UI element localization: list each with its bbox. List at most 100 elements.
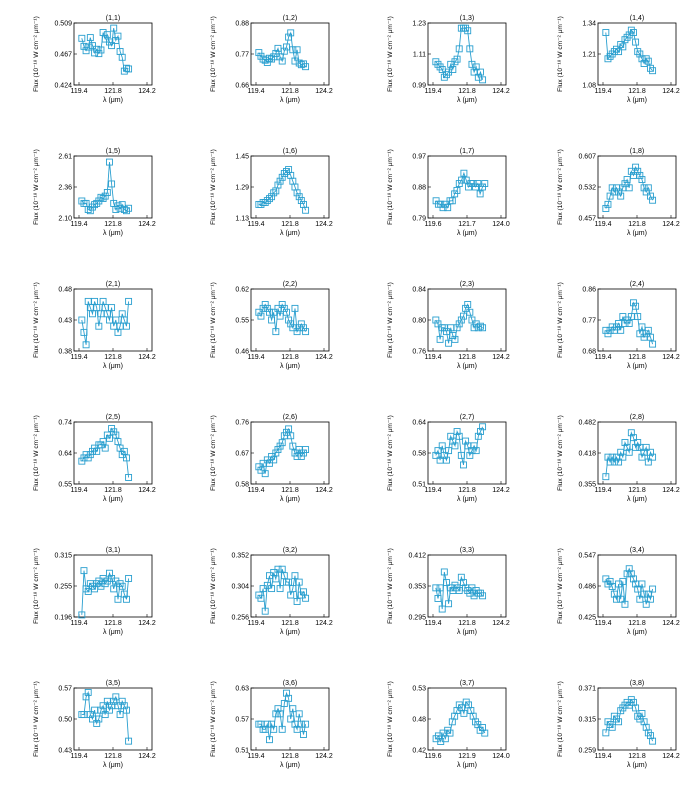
- axes-frame: [250, 288, 330, 352]
- data-point-marker: [272, 575, 280, 583]
- y-tick-label: 0.57: [235, 716, 249, 723]
- data-point-marker: [602, 473, 610, 481]
- y-tick-label: 0.42: [412, 747, 426, 754]
- data-point-marker: [472, 447, 480, 455]
- x-axis-label: λ (μm): [103, 230, 123, 237]
- axes-frame: [427, 687, 507, 751]
- data-point-marker: [293, 328, 301, 336]
- data-point-marker: [434, 447, 442, 455]
- data-point-marker: [125, 204, 133, 212]
- x-axis-label: λ (μm): [457, 363, 477, 370]
- data-point-marker: [272, 328, 280, 336]
- data-point-marker: [479, 423, 487, 431]
- data-point-marker: [644, 590, 652, 598]
- data-point-marker: [84, 206, 92, 213]
- data-point-marker: [610, 458, 618, 466]
- data-point-marker: [268, 193, 276, 201]
- panel-1-7: (1,7) 119.6 121.7 124.0 0.79 0.88 0.97 λ (μm) Fl…: [387, 148, 510, 237]
- x-tick-label: 124.2: [138, 487, 156, 494]
- data-point-marker: [93, 719, 101, 727]
- data-point-marker: [457, 451, 465, 459]
- data-point-marker: [278, 565, 286, 573]
- data-point-marker: [285, 33, 293, 41]
- data-point-marker: [302, 206, 310, 214]
- data-point-marker: [649, 453, 657, 461]
- data-point-marker: [280, 572, 288, 580]
- y-axis-label: Flux (10⁻¹⁸ W cm⁻² μm⁻¹): [557, 282, 564, 358]
- data-point-marker: [630, 575, 637, 583]
- data-point-marker: [276, 585, 284, 593]
- data-point-marker: [291, 304, 299, 312]
- panel-title: (3,4): [630, 547, 644, 554]
- y-tick-label: 0.315: [578, 716, 596, 723]
- data-point-marker: [625, 31, 633, 39]
- x-tick-label: 124.2: [315, 487, 333, 494]
- data-point-marker: [642, 188, 650, 196]
- data-point-marker: [625, 448, 633, 456]
- panel-3-6: (3,6) 119.4 121.8 124.2 0.51 0.57 0.63 λ (μm) Fl…: [210, 680, 333, 769]
- data-point-marker: [261, 470, 269, 478]
- y-tick-label: 0.607: [578, 153, 596, 160]
- data-point-marker: [82, 341, 90, 349]
- data-point-marker: [123, 454, 130, 462]
- data-point-marker: [640, 590, 648, 598]
- y-axis-label: Flux (10⁻¹⁸ W cm⁻² μm⁻¹): [210, 548, 217, 624]
- data-point-marker: [632, 443, 640, 451]
- axes-frame: [427, 22, 507, 86]
- data-point-marker: [642, 723, 650, 731]
- data-point-marker: [89, 310, 96, 318]
- data-point-marker: [270, 189, 278, 197]
- data-point-marker: [95, 715, 103, 723]
- data-point-marker: [634, 48, 642, 56]
- data-point-marker: [259, 304, 267, 312]
- data-point-marker: [93, 199, 101, 207]
- data-point-marker: [608, 184, 616, 192]
- series-line: [258, 31, 306, 67]
- x-tick-label: 124.2: [492, 487, 510, 494]
- x-tick-label: 124.2: [138, 221, 156, 228]
- data-point-marker: [432, 451, 440, 459]
- data-point-marker: [644, 458, 652, 466]
- data-point-marker: [647, 732, 654, 740]
- data-point-marker: [649, 340, 657, 348]
- x-tick-label: 124.2: [662, 221, 680, 228]
- data-point-marker: [297, 61, 305, 69]
- data-point-marker: [477, 428, 484, 435]
- x-axis-label: λ (μm): [627, 762, 647, 769]
- panel-title: (1,2): [283, 15, 297, 22]
- x-tick-label: 119.4: [71, 221, 88, 228]
- panel-2-7: (2,7) 119.4 121.8 124.2 0.51 0.58 0.64 λ (μm) Fl…: [387, 414, 510, 503]
- data-point-marker: [606, 192, 614, 200]
- panel-title: (1,3): [460, 15, 474, 22]
- data-point-marker: [278, 725, 286, 733]
- data-point-marker: [123, 207, 130, 215]
- x-axis-label: λ (μm): [457, 762, 477, 769]
- x-tick-label: 121.8: [628, 753, 646, 760]
- data-point-marker: [453, 55, 461, 63]
- x-tick-label: 119.4: [425, 354, 442, 361]
- y-tick-label: 0.77: [582, 317, 596, 324]
- data-point-marker: [103, 189, 111, 196]
- x-tick-label: 121.8: [104, 88, 122, 95]
- data-point-marker: [440, 568, 448, 576]
- data-point-marker: [80, 328, 88, 336]
- panel-title: (1,4): [630, 15, 644, 22]
- data-point-marker: [84, 688, 92, 696]
- data-point-marker: [621, 180, 629, 188]
- data-point-marker: [445, 447, 453, 455]
- x-axis-label: λ (μm): [457, 97, 477, 104]
- data-point-marker: [644, 326, 652, 334]
- data-point-marker: [457, 316, 465, 324]
- y-tick-label: 0.48: [58, 286, 72, 293]
- data-point-marker: [644, 184, 652, 192]
- data-point-marker: [432, 316, 440, 324]
- x-tick-label: 119.4: [71, 620, 88, 627]
- x-axis-label: λ (μm): [627, 230, 647, 237]
- y-tick-label: 0.76: [412, 348, 426, 355]
- x-tick-label: 119.6: [425, 753, 442, 760]
- data-point-marker: [278, 439, 286, 447]
- data-point-marker: [649, 585, 657, 593]
- data-point-marker: [619, 577, 627, 585]
- y-tick-label: 0.46: [235, 348, 249, 355]
- data-point-marker: [125, 574, 133, 582]
